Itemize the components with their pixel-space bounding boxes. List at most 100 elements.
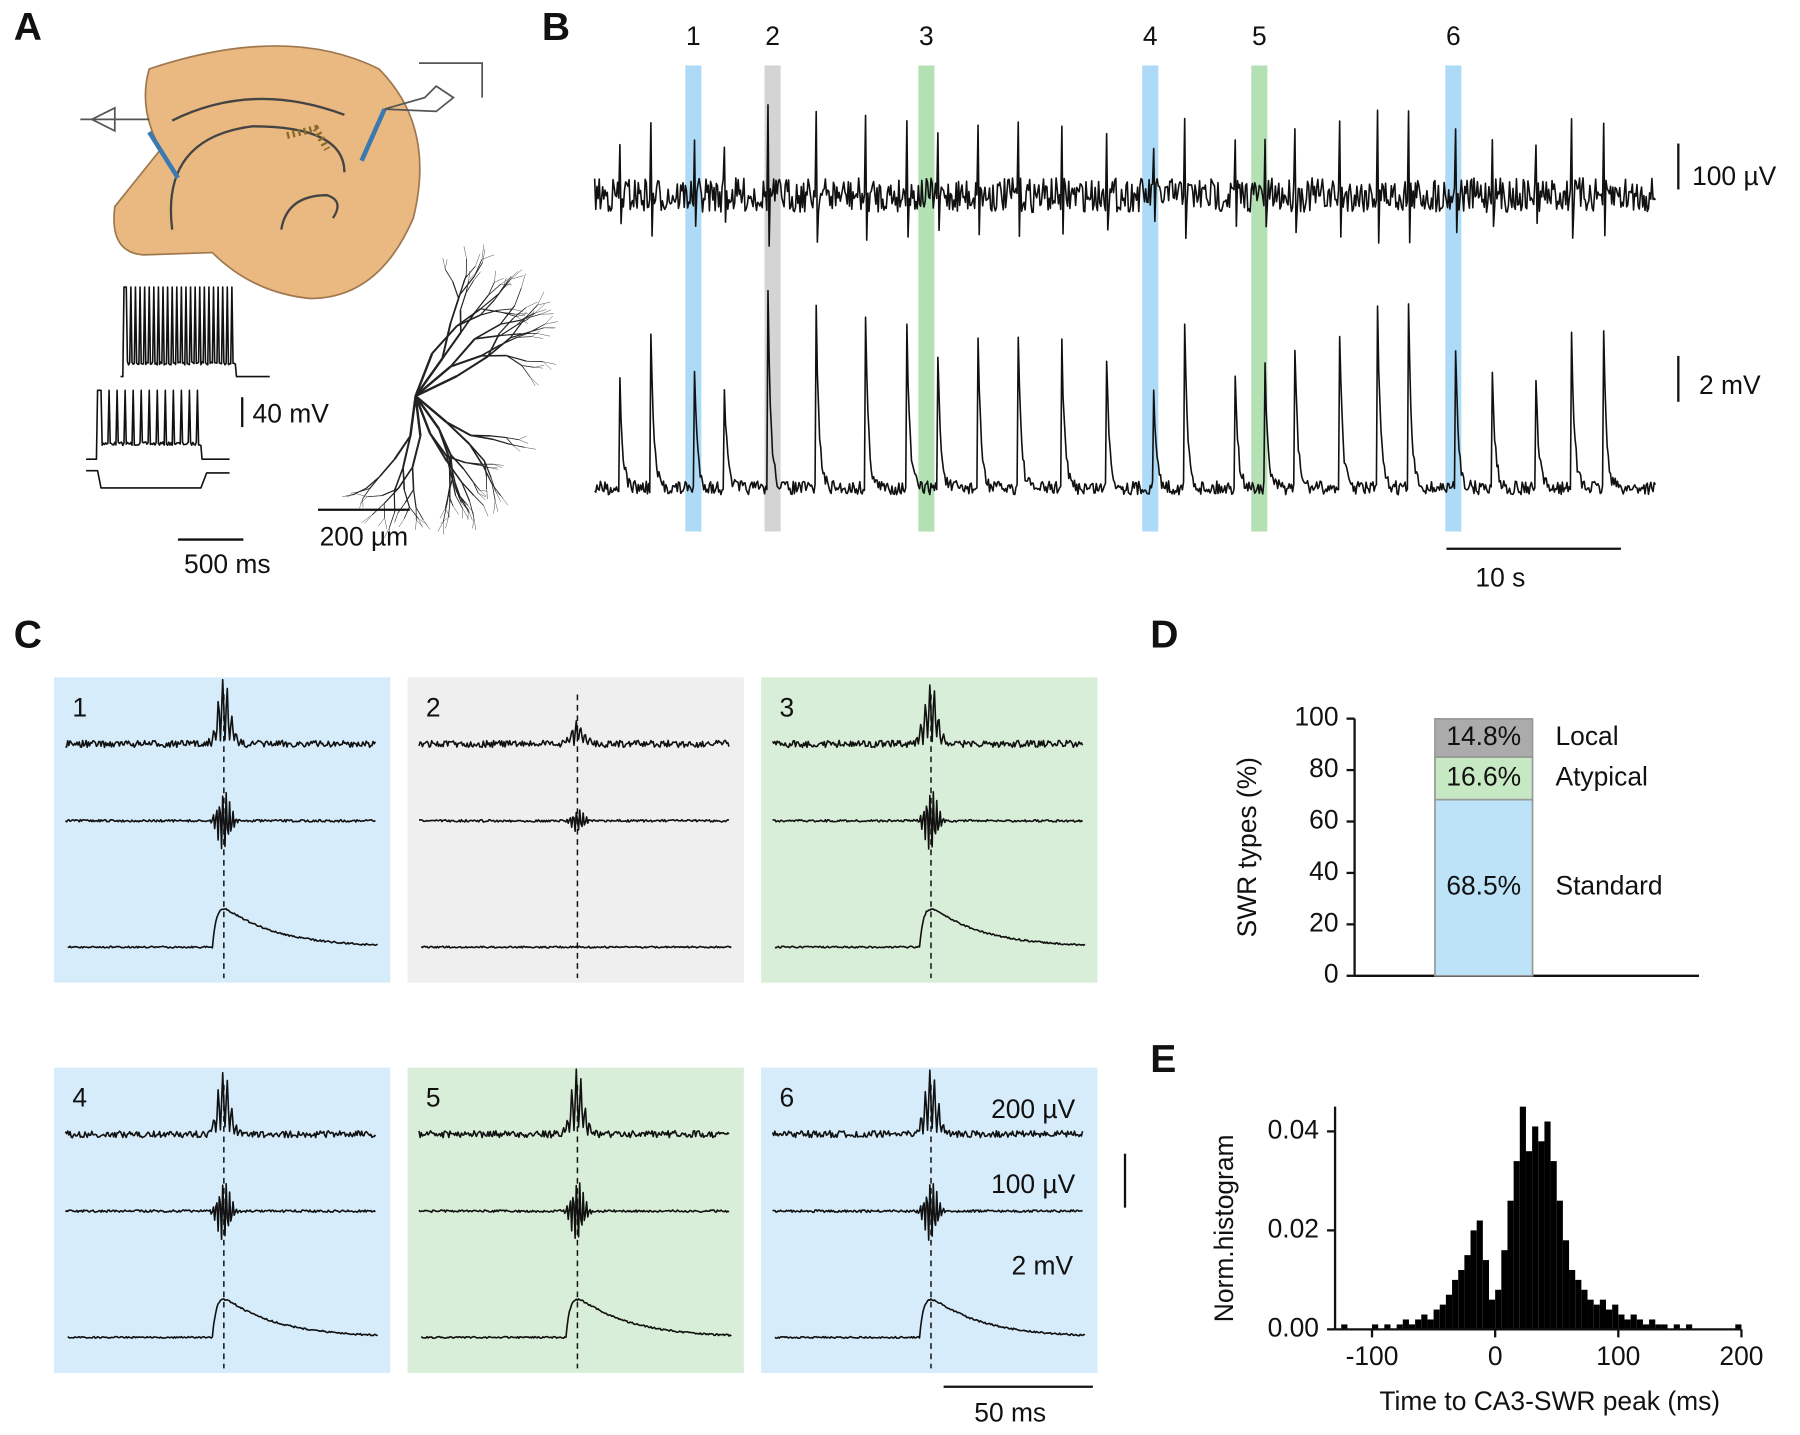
histogram-bar xyxy=(1519,1106,1526,1330)
dendrite xyxy=(445,421,472,437)
dendrite xyxy=(414,395,422,437)
dendrite xyxy=(445,259,448,270)
dendrite xyxy=(544,315,553,325)
dendrite xyxy=(530,377,539,386)
dendrite xyxy=(480,293,500,310)
dendrite xyxy=(461,502,468,510)
dendrite xyxy=(542,361,552,370)
dendrite xyxy=(489,467,499,470)
dendrite xyxy=(445,517,449,529)
dendrite xyxy=(473,516,477,530)
bar-segment xyxy=(1434,718,1534,758)
dendrite xyxy=(361,514,373,523)
scale-label: 200 µm xyxy=(320,521,409,551)
vm-trace xyxy=(594,289,1657,496)
dendrite xyxy=(478,464,490,469)
histogram-bar xyxy=(1341,1324,1348,1330)
dendrite xyxy=(534,367,544,369)
dendrite xyxy=(449,338,476,368)
event-number: 3 xyxy=(919,21,934,51)
dendrite xyxy=(513,307,527,319)
dendrite xyxy=(441,322,452,359)
dendrite xyxy=(500,333,521,337)
dendrite xyxy=(441,331,462,360)
histogram-bar xyxy=(1538,1141,1545,1330)
dendrite xyxy=(537,291,545,306)
dendrite xyxy=(359,498,363,509)
dendrite xyxy=(439,508,446,519)
dendrite xyxy=(479,299,495,316)
dendrite xyxy=(384,517,388,530)
dendrite xyxy=(499,305,516,325)
histogram-bar xyxy=(1593,1304,1600,1330)
dendrite xyxy=(506,355,523,366)
histogram-bar xyxy=(1550,1161,1557,1330)
histogram-bar xyxy=(1439,1304,1446,1330)
dendrite xyxy=(449,298,460,324)
histogram-bar xyxy=(1612,1304,1619,1330)
event-band xyxy=(685,65,702,532)
dendrite xyxy=(451,477,458,494)
dendrite xyxy=(482,465,493,485)
event-band xyxy=(1445,65,1462,532)
dendrite xyxy=(475,294,489,312)
y-tick-label: 0.00 xyxy=(1268,1312,1319,1342)
dendrite xyxy=(487,337,512,357)
panel-label: C xyxy=(14,613,42,656)
dendrite xyxy=(482,249,486,263)
event-number: 4 xyxy=(1143,21,1158,51)
dendrite xyxy=(379,458,396,477)
dendrite xyxy=(483,460,492,478)
histogram-bar xyxy=(1649,1319,1656,1330)
dendrite xyxy=(456,492,462,504)
dendrite xyxy=(487,333,501,357)
ripple-trace xyxy=(419,809,730,833)
histogram-bar xyxy=(1630,1314,1637,1330)
scale-label: 50 ms xyxy=(974,1397,1046,1427)
dendrite xyxy=(495,491,504,499)
dendrite xyxy=(444,269,454,282)
histogram-bar xyxy=(1433,1309,1440,1330)
dendrite xyxy=(530,327,545,333)
dendrite xyxy=(475,253,481,267)
dendrite xyxy=(450,354,482,368)
dendrite xyxy=(498,317,514,334)
dendrite xyxy=(473,272,480,281)
histogram-bar xyxy=(1532,1126,1539,1330)
histogram-bar xyxy=(1482,1260,1490,1330)
dendrite xyxy=(531,336,543,339)
dendrite xyxy=(530,377,536,386)
y-tick-label: 80 xyxy=(1309,753,1338,783)
scale-label: 2 mV xyxy=(1699,370,1761,400)
lfp-trace xyxy=(418,1068,730,1139)
dendrite xyxy=(518,439,529,444)
dendrite xyxy=(352,491,360,496)
y-tick-label: 100 xyxy=(1294,702,1338,732)
vm-trace xyxy=(67,907,378,949)
dendrite xyxy=(402,435,412,468)
value-label: 68.5% xyxy=(1446,871,1521,901)
dendrite xyxy=(493,464,504,466)
dendrite xyxy=(378,517,385,527)
histogram-bar xyxy=(1569,1269,1576,1330)
dendrite xyxy=(461,481,475,496)
dendrite xyxy=(508,271,518,281)
histogram-bar xyxy=(1501,1250,1508,1330)
event-number: 6 xyxy=(779,1083,794,1113)
dendrite xyxy=(521,273,526,289)
dendrite xyxy=(500,311,516,315)
event-band xyxy=(1251,65,1268,532)
dendrite xyxy=(479,490,487,497)
dendrite xyxy=(456,355,489,377)
histogram-bar xyxy=(1624,1319,1631,1330)
dendrite xyxy=(513,445,521,452)
dendrite xyxy=(445,456,453,479)
dendrite xyxy=(495,491,502,502)
x-tick-label: 0 xyxy=(1488,1341,1503,1371)
panel-label: E xyxy=(1150,1038,1176,1081)
dendrite xyxy=(359,487,370,493)
dendrite xyxy=(514,287,522,306)
lfp-trace xyxy=(771,1069,1084,1139)
histogram-bar xyxy=(1464,1255,1471,1330)
